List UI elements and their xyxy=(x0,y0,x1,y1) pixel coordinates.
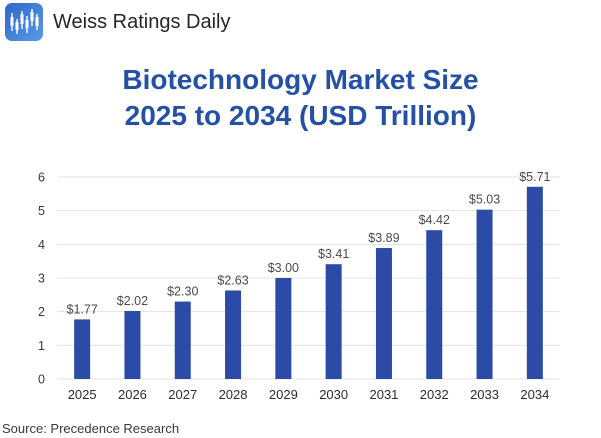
data-label-2027: $2.30 xyxy=(167,285,198,299)
bar-2032 xyxy=(426,230,443,379)
data-label-2033: $5.03 xyxy=(469,193,500,207)
bar-2029 xyxy=(275,278,292,379)
bar-2027 xyxy=(174,301,191,379)
bar-2031 xyxy=(375,248,392,379)
data-label-2028: $2.63 xyxy=(217,273,248,287)
x-tick-label-2030: 2030 xyxy=(319,387,348,402)
x-tick-label-2028: 2028 xyxy=(219,387,248,402)
data-label-2034: $5.71 xyxy=(519,170,550,184)
chart-title-line1: Biotechnology Market Size xyxy=(122,64,479,95)
y-tick-label-4: 4 xyxy=(38,238,45,252)
x-tick-label-2027: 2027 xyxy=(168,387,197,402)
data-label-2031: $3.89 xyxy=(368,231,399,245)
x-axis-ticks: 2025 2026 2027 2028 2029 2030 2031 2032 2033 2034 xyxy=(68,387,550,402)
data-label-2030: $3.41 xyxy=(318,247,349,261)
x-tick-label-2029: 2029 xyxy=(269,387,298,402)
x-tick-label-2031: 2031 xyxy=(369,387,398,402)
x-tick-label-2026: 2026 xyxy=(118,387,147,402)
bar-2026 xyxy=(124,310,141,379)
data-label-2029: $3.00 xyxy=(268,261,299,275)
y-tick-label-0: 0 xyxy=(38,373,45,387)
data-label-2032: $4.42 xyxy=(419,213,450,227)
bar-2034 xyxy=(526,186,543,379)
data-label-2025: $1.77 xyxy=(67,302,98,316)
candlestick-chart-icon xyxy=(5,3,43,41)
bar-2028 xyxy=(225,290,242,379)
y-tick-label-5: 5 xyxy=(38,204,45,218)
bars xyxy=(74,186,543,379)
data-labels: $1.77 $2.02 $2.30 $2.63 $3.00 $3.41 $3.89 $4.42… xyxy=(67,170,551,317)
data-label-2026: $2.02 xyxy=(117,294,148,308)
x-tick-label-2032: 2032 xyxy=(420,387,449,402)
chart-title: Biotechnology Market Size 2025 to 2034 (… xyxy=(0,62,601,134)
gridlines xyxy=(57,176,560,380)
y-tick-label-6: 6 xyxy=(38,171,45,185)
y-axis-ticks: 0 1 2 3 4 5 6 xyxy=(38,171,45,387)
chart-title-line2: 2025 to 2034 (USD Trillion) xyxy=(124,100,477,131)
x-tick-label-2033: 2033 xyxy=(470,387,499,402)
brand-name: Weiss Ratings Daily xyxy=(53,10,231,33)
x-tick-label-2034: 2034 xyxy=(520,387,549,402)
x-tick-label-2025: 2025 xyxy=(68,387,97,402)
bar-2033 xyxy=(476,209,493,379)
bar-2030 xyxy=(325,264,342,379)
bar-2025 xyxy=(74,319,91,379)
source-note: Source: Precedence Research xyxy=(2,421,180,436)
y-tick-label-2: 2 xyxy=(38,305,45,319)
y-tick-label-3: 3 xyxy=(38,272,45,286)
y-tick-label-1: 1 xyxy=(38,339,45,353)
brand-header: Weiss Ratings Daily xyxy=(5,3,230,41)
